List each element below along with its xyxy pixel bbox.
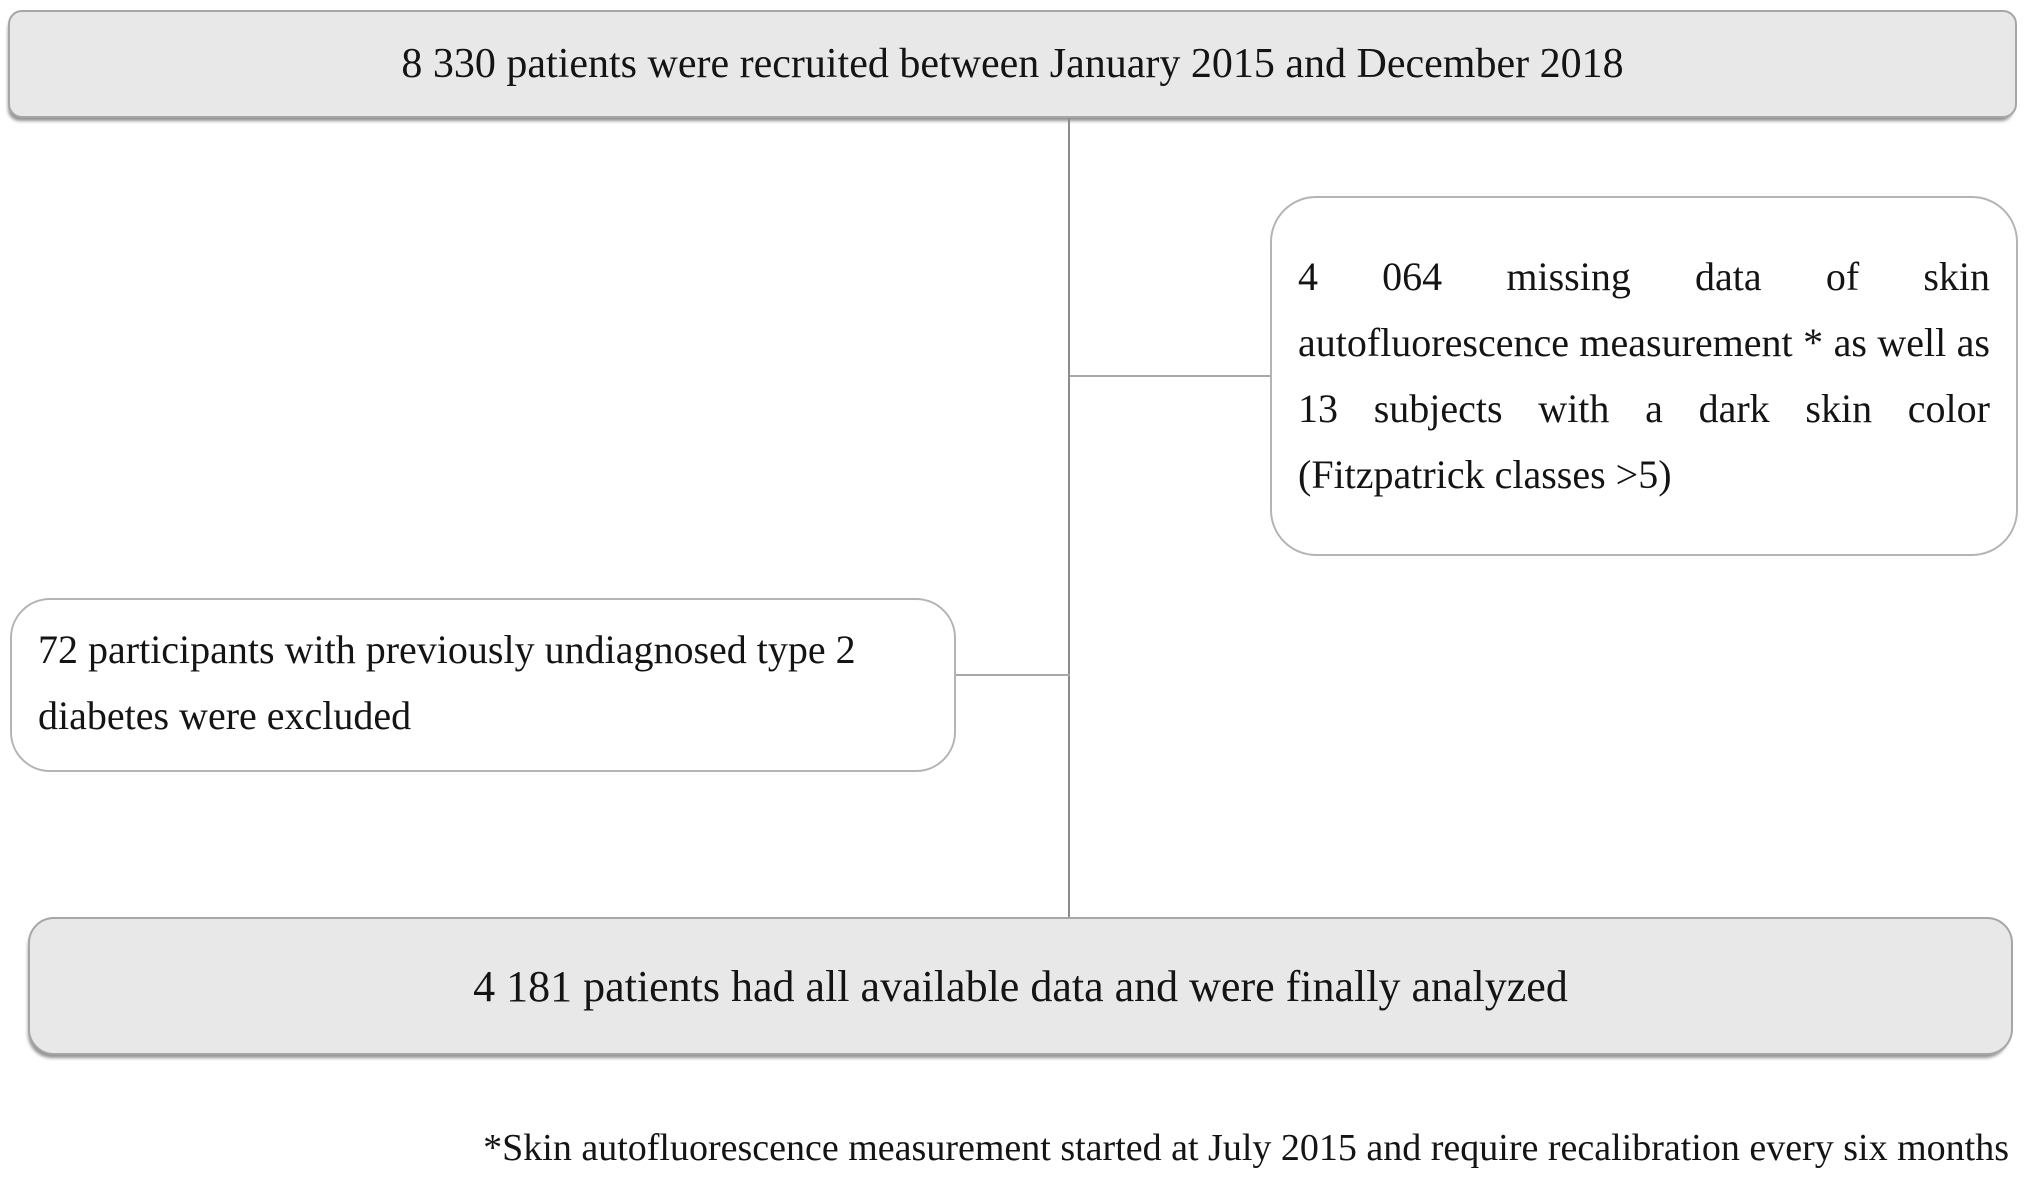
flow-box-excluded-missing-saf-text: 4 064 missing data of skin autofluoresce… xyxy=(1298,254,1990,497)
connector-right-exclusion-line xyxy=(1070,375,1270,377)
flow-box-recruited-text: 8 330 patients were recruited between Ja… xyxy=(401,41,1624,87)
flow-box-excluded-undiagnosed-diabetes-text: 72 participants with previously undiagno… xyxy=(38,627,856,738)
connector-left-exclusion-line xyxy=(956,674,1070,676)
flow-box-analyzed: 4 181 patients had all available data an… xyxy=(28,917,2013,1055)
connector-vertical-line xyxy=(1068,118,1070,917)
flow-box-analyzed-text: 4 181 patients had all available data an… xyxy=(473,961,1568,1011)
flow-box-excluded-undiagnosed-diabetes: 72 participants with previously undiagno… xyxy=(10,598,956,772)
flow-box-excluded-missing-saf: 4 064 missing data of skin autofluoresce… xyxy=(1270,196,2018,556)
footnote-saf-recalibration: *Skin autofluorescence measurement start… xyxy=(483,1127,2009,1169)
flow-box-recruited: 8 330 patients were recruited between Ja… xyxy=(8,10,2017,118)
